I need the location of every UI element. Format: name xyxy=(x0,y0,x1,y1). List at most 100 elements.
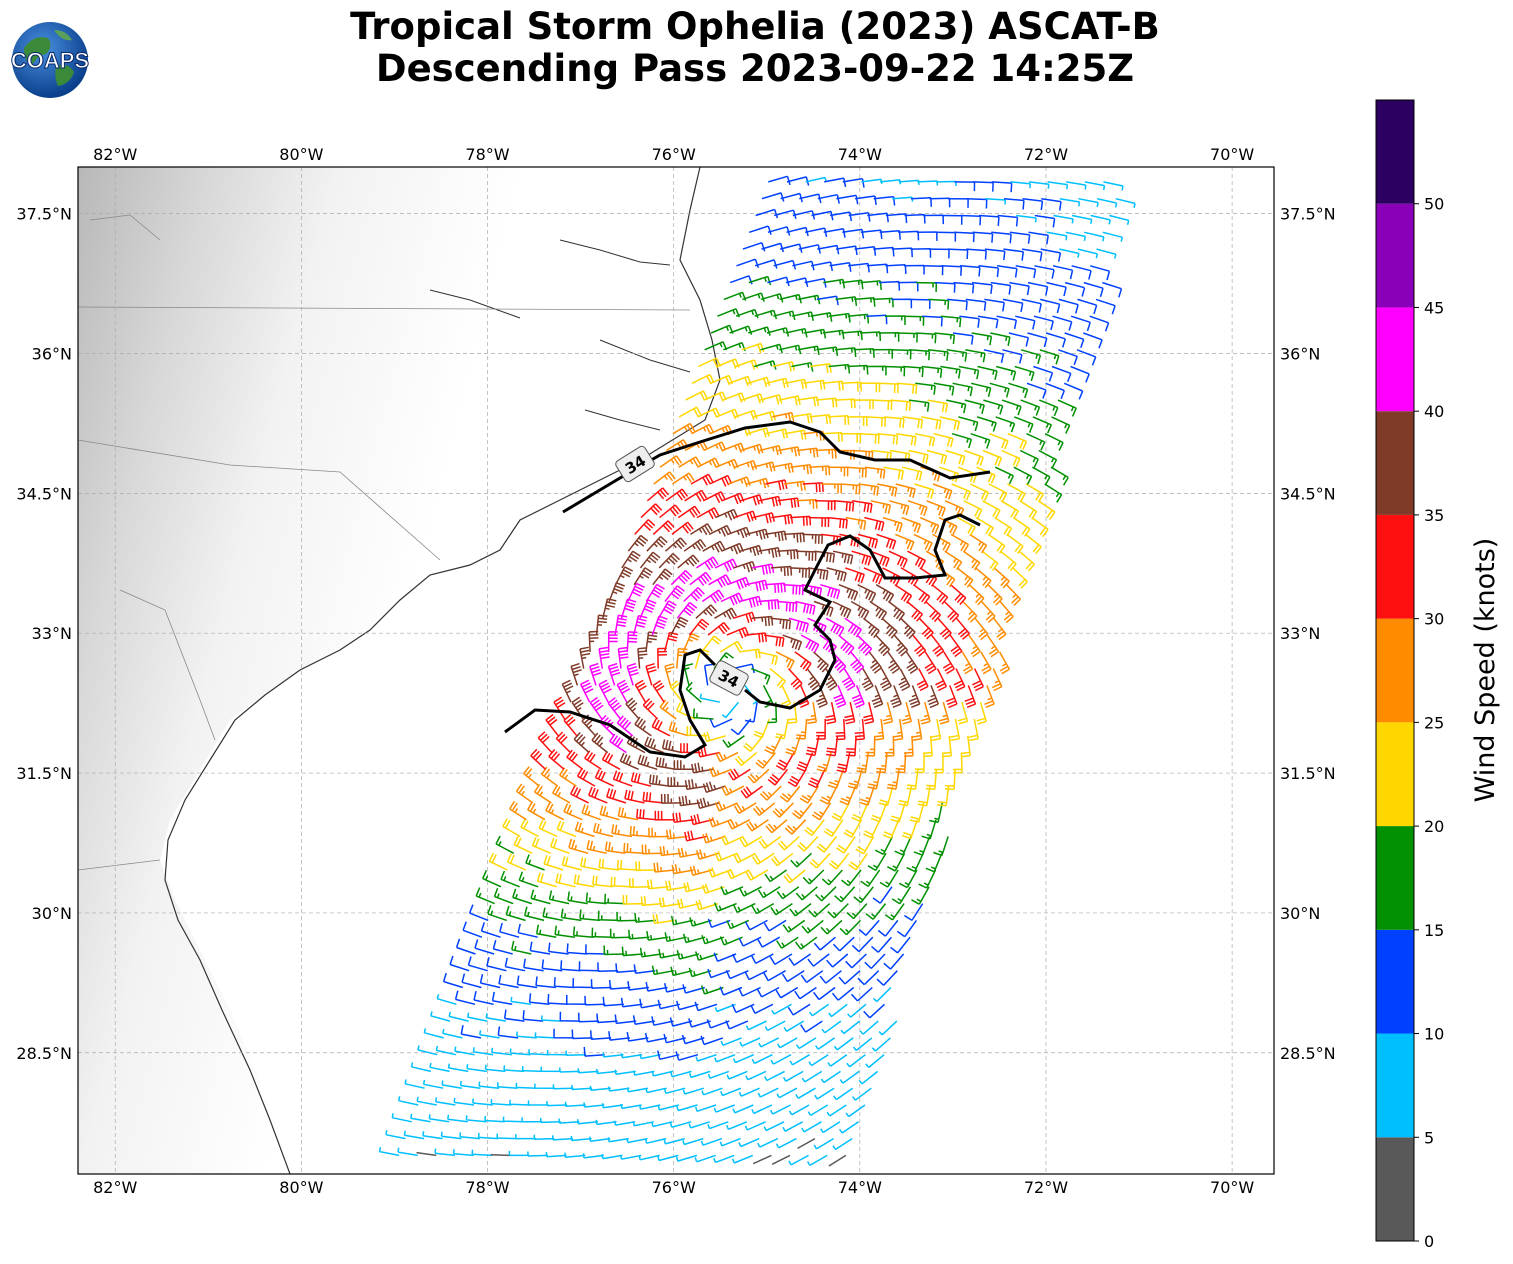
lon-ticks-top: 82°W 80°W 78°W 76°W 74°W 72°W 70°W xyxy=(93,145,1254,164)
wind-barb xyxy=(1021,248,1043,262)
wind-barb xyxy=(807,1104,829,1117)
wind-barb xyxy=(527,1100,549,1106)
wind-barb xyxy=(806,1154,828,1167)
wind-barb xyxy=(938,701,950,725)
wind-barb xyxy=(744,1121,766,1131)
wind-barb xyxy=(646,487,669,502)
globe-logo-icon: COAPS xyxy=(10,22,90,98)
wind-barb xyxy=(987,584,1003,606)
wind-barb xyxy=(474,939,495,955)
wind-barb xyxy=(983,349,1005,363)
colorbar-tick-label: 35 xyxy=(1424,506,1444,525)
wind-barb xyxy=(533,1134,555,1140)
wind-barb xyxy=(1033,315,1054,331)
wind-barb xyxy=(797,685,810,708)
wind-barb xyxy=(422,1079,444,1089)
wind-barb xyxy=(882,819,900,839)
wind-barb xyxy=(659,455,683,468)
wind-barb xyxy=(819,785,838,805)
wind-barb xyxy=(682,984,706,994)
wind-barb xyxy=(839,785,857,806)
wind-barb xyxy=(890,399,912,411)
wind-barb xyxy=(589,1136,611,1142)
wind-barb xyxy=(707,622,730,636)
wind-barb xyxy=(1013,466,1033,485)
wind-barb xyxy=(941,265,963,276)
wind-barb xyxy=(802,533,823,544)
wind-barb xyxy=(1001,399,1022,416)
wind-barb xyxy=(968,718,980,742)
wind-barb xyxy=(1040,298,1061,314)
wind-barb xyxy=(944,500,965,518)
wind-barb xyxy=(821,869,843,886)
wind-barb xyxy=(859,1020,879,1035)
wind-barb xyxy=(645,662,657,686)
wind-barb xyxy=(850,651,865,674)
wind-barb xyxy=(1014,365,1035,382)
wind-barb xyxy=(933,382,955,396)
wind-barb xyxy=(623,842,645,855)
wind-barb xyxy=(721,542,744,555)
wind-barb xyxy=(834,886,856,903)
wind-barb xyxy=(858,432,880,444)
wind-barb xyxy=(563,714,578,737)
wind-barb xyxy=(688,1070,711,1079)
wind-barb xyxy=(577,1012,600,1023)
wind-barb xyxy=(684,489,708,502)
wind-barb xyxy=(1044,433,1064,451)
wind-barb xyxy=(808,465,831,476)
wind-barb xyxy=(574,821,595,838)
wind-barb xyxy=(688,1018,711,1028)
wind-barb xyxy=(755,752,776,769)
wind-barb xyxy=(582,1153,604,1159)
wind-barb xyxy=(791,361,814,372)
lon-tick-label: 70°W xyxy=(1210,1178,1254,1197)
wind-barb xyxy=(502,818,521,838)
wind-barb xyxy=(515,1082,537,1089)
wind-barb xyxy=(990,332,1011,346)
wind-barb xyxy=(498,974,519,989)
wind-barb xyxy=(543,855,564,871)
lon-tick-label: 74°W xyxy=(838,145,882,164)
wind-barb xyxy=(784,429,807,440)
wind-barb xyxy=(590,979,612,989)
wind-barb xyxy=(731,1154,754,1164)
wind-barb xyxy=(502,1116,524,1123)
wind-barb xyxy=(783,1020,805,1032)
wind-barb xyxy=(720,592,744,606)
wind-barb xyxy=(813,986,836,1001)
colorbar-tick-label: 5 xyxy=(1424,1128,1434,1147)
wind-barb xyxy=(921,416,942,430)
wind-barb xyxy=(909,298,931,309)
wind-barb xyxy=(663,1087,686,1095)
wind-barb xyxy=(607,631,618,652)
wind-barb xyxy=(865,735,876,757)
wind-barb xyxy=(591,927,613,938)
wind-barb xyxy=(727,526,751,539)
wind-barb xyxy=(919,567,938,587)
wind-barb xyxy=(568,838,589,855)
wind-barb xyxy=(825,668,838,691)
wind-barb xyxy=(1007,433,1028,450)
wind-barb xyxy=(776,936,799,949)
wind-barb xyxy=(776,1087,798,1099)
wind-barb xyxy=(864,516,885,532)
wind-barb xyxy=(691,373,715,385)
wind-barb xyxy=(827,1054,848,1067)
wind-barb xyxy=(651,615,668,636)
wind-barb xyxy=(811,802,832,821)
wind-barb xyxy=(632,1015,655,1026)
wind-barb xyxy=(610,876,632,888)
wind-barb xyxy=(895,533,915,551)
wind-barb xyxy=(851,936,874,953)
wind-barb xyxy=(1028,181,1050,189)
wind-barb xyxy=(1006,533,1024,554)
wind-barb xyxy=(884,315,906,326)
wind-barb xyxy=(538,819,558,838)
wind-barb xyxy=(573,874,595,888)
wind-barb xyxy=(898,869,918,889)
wind-barb xyxy=(616,679,631,703)
wind-barb xyxy=(727,819,751,830)
wind-barb xyxy=(912,718,923,741)
wind-barb xyxy=(925,600,942,623)
